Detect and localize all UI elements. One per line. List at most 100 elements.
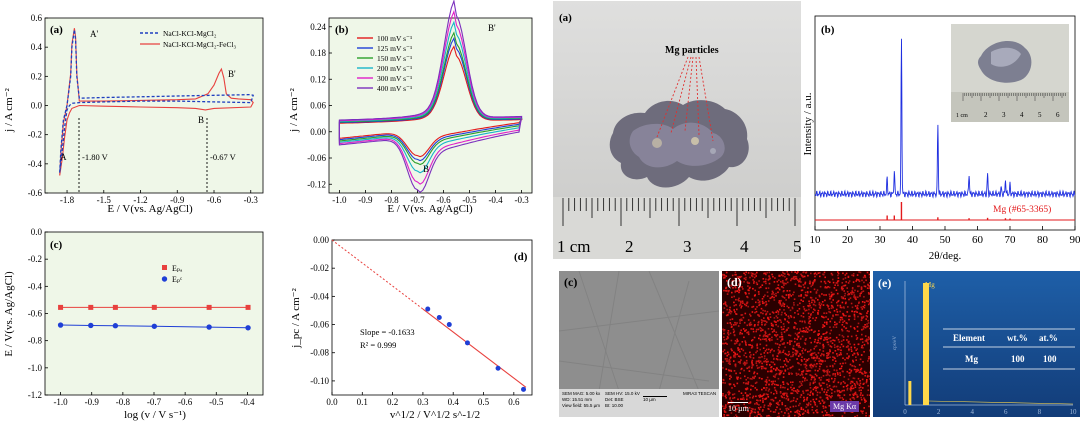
- map-pixel: [802, 408, 805, 411]
- map-pixel: [808, 350, 811, 353]
- map-pixel: [831, 392, 833, 394]
- map-pixel: [867, 284, 870, 287]
- map-pixel: [771, 348, 773, 351]
- map-pixel: [722, 350, 724, 353]
- map-pixel: [817, 339, 819, 342]
- map-pixel: [761, 378, 763, 380]
- map-pixel: [846, 357, 848, 359]
- inset-ruler-label: 3: [1002, 111, 1006, 119]
- map-pixel: [856, 383, 859, 385]
- map-pixel: [843, 412, 846, 414]
- map-pixel: [866, 338, 868, 341]
- map-pixel: [797, 390, 800, 392]
- map-pixel: [794, 321, 796, 324]
- map-pixel: [756, 347, 759, 349]
- map-pixel: [834, 375, 837, 377]
- map-pixel: [866, 323, 868, 325]
- map-pixel: [785, 294, 788, 296]
- map-pixel: [810, 378, 813, 381]
- map-pixel: [828, 405, 831, 407]
- map-pixel: [851, 274, 853, 276]
- map-pixel: [856, 394, 858, 396]
- map-pixel: [816, 289, 819, 291]
- x-tick-label: -0.4: [488, 195, 503, 205]
- x-tick-label: -1.5: [97, 195, 112, 205]
- map-pixel: [857, 290, 859, 293]
- map-pixel: [804, 282, 806, 285]
- map-pixel: [780, 326, 783, 328]
- map-pixel: [735, 304, 737, 306]
- map-pixel: [745, 359, 748, 362]
- ruler-label: 1 cm: [557, 237, 591, 256]
- map-pixel: [854, 305, 857, 307]
- map-pixel: [811, 284, 814, 286]
- map-pixel: [760, 307, 763, 310]
- map-pixel: [809, 280, 811, 283]
- map-pixel: [791, 306, 794, 309]
- map-pixel: [747, 381, 750, 383]
- map-pixel: [842, 272, 844, 275]
- map-pixel: [800, 364, 802, 366]
- map-pixel: [825, 393, 827, 396]
- map-pixel: [796, 328, 798, 330]
- map-pixel: [867, 300, 869, 303]
- map-pixel: [729, 378, 731, 380]
- data-point: [446, 322, 452, 328]
- map-pixel: [808, 325, 811, 328]
- map-pixel: [733, 416, 736, 417]
- map-pixel: [780, 280, 782, 283]
- map-pixel: [780, 351, 782, 354]
- map-pixel: [823, 336, 826, 339]
- legend-label: NaCl-KCl-MgCl₂-FeCl₃: [163, 40, 237, 49]
- map-pixel: [789, 367, 792, 369]
- map-pixel: [730, 339, 733, 342]
- map-pixel: [734, 286, 737, 289]
- map-pixel: [767, 287, 770, 289]
- map-pixel: [869, 371, 870, 374]
- map-pixel: [743, 272, 745, 275]
- map-pixel: [796, 338, 798, 341]
- series-line-epc: [60, 324, 249, 329]
- map-pixel: [783, 305, 785, 308]
- map-pixel: [839, 316, 842, 319]
- map-pixel: [865, 381, 868, 384]
- map-pixel: [779, 358, 781, 361]
- map-pixel: [864, 276, 867, 279]
- map-pixel: [810, 374, 812, 377]
- map-pixel: [802, 276, 804, 278]
- map-pixel: [740, 306, 742, 309]
- map-pixel: [734, 291, 737, 293]
- map-pixel: [809, 382, 812, 384]
- spectrum-noise-peak: [908, 381, 912, 405]
- map-pixel: [779, 336, 781, 338]
- map-pixel: [867, 310, 869, 313]
- map-pixel: [724, 411, 727, 413]
- map-pixel: [774, 277, 776, 279]
- map-pixel: [793, 304, 795, 306]
- map-pixel: [845, 272, 848, 275]
- map-pixel: [847, 341, 850, 343]
- map-pixel: [852, 394, 855, 396]
- map-pixel: [728, 358, 731, 361]
- map-pixel: [793, 298, 796, 300]
- particle-detail: [710, 148, 716, 154]
- map-pixel: [833, 362, 836, 365]
- map-pixel: [862, 383, 865, 385]
- data-point: [495, 365, 501, 371]
- map-pixel: [846, 322, 848, 325]
- map-pixel: [767, 334, 770, 336]
- panel-tag: (a): [50, 24, 63, 36]
- map-pixel: [821, 411, 824, 413]
- map-pixel: [852, 387, 855, 390]
- map-pixel: [734, 363, 737, 366]
- map-pixel: [795, 276, 798, 278]
- map-pixel: [816, 405, 818, 408]
- map-pixel: [737, 277, 740, 279]
- map-pixel: [840, 287, 843, 290]
- map-pixel: [734, 274, 736, 276]
- map-pixel: [860, 398, 863, 401]
- map-pixel: [806, 399, 808, 401]
- y-axis-label: E / V(vs. Ag/AgCl): [3, 271, 15, 357]
- map-pixel: [793, 316, 795, 319]
- map-pixel: [812, 281, 814, 284]
